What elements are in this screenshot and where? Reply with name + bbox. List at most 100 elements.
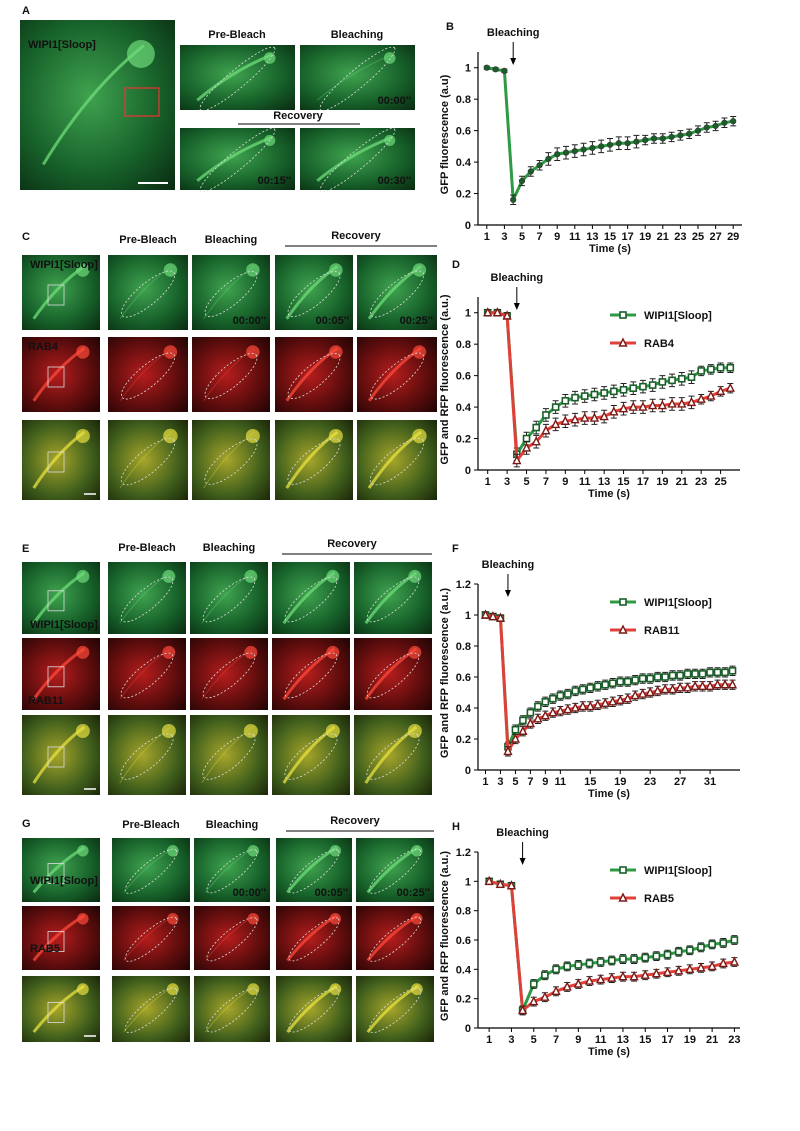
micrograph [300,45,415,110]
marker [682,682,693,692]
marker [574,961,583,969]
x-tick-label: 5 [512,776,518,788]
marker [677,374,686,383]
legend-marker [619,311,627,319]
marker [615,694,625,704]
marker [580,392,589,400]
marker [488,610,498,621]
x-tick-label: 13 [617,1034,629,1046]
annotation: Bleaching [496,827,549,839]
marker [540,710,551,720]
x-tick-label: 9 [554,231,560,243]
x-tick-label: 5 [523,476,529,488]
y-tick-label: 1 [465,63,471,75]
bleach-region [288,849,340,894]
marker [578,685,587,694]
column-header: Pre-Bleach [208,29,266,41]
cell-structure [76,345,90,359]
cell-structure [412,428,427,444]
bleach-region [120,733,174,780]
annotation-arrowhead [510,58,517,65]
marker [501,67,508,74]
marker [697,680,708,690]
roi-box [47,590,65,612]
panel-label: E [22,543,29,555]
y-axis-title: GFP and RFP fluorescence (a.u.) [439,588,451,758]
column-header: Pre-Bleach [118,542,176,554]
marker [607,972,617,982]
bleach-region [287,353,341,399]
marker [531,436,541,446]
marker [698,670,707,678]
marker [608,679,617,688]
roi-box [124,87,160,117]
row-label: WIPI1[Sloop] [30,259,98,271]
marker [708,940,716,949]
marker [727,679,738,689]
legend-marker [618,337,628,347]
bleach-region [284,733,338,780]
bleach-region [199,46,276,112]
x-tick-label: 15 [639,1034,651,1046]
roi-box [47,931,65,952]
timestamp: 00:00'' [233,887,267,899]
bleach-region [369,270,425,318]
marker [706,668,714,677]
y-tick-label: 0.4 [456,964,472,976]
row-label: RAB5 [30,943,60,955]
y-axis-title: GFP and RFP fluorescence (a.u.) [439,294,451,464]
marker [518,177,526,185]
marker [663,950,672,959]
x-tick-label: 29 [727,231,739,243]
marker [601,680,610,689]
x-tick-label: 13 [586,231,598,243]
marker [730,936,739,944]
x-tick-label: 17 [637,476,649,488]
x-tick-label: 1 [485,476,491,488]
marker [551,403,560,411]
cell-structure [161,723,176,739]
x-tick-label: 17 [661,1034,673,1046]
marker [658,378,667,386]
marker [542,411,550,419]
x-tick-label: 21 [706,1034,718,1046]
x-tick-label: 15 [584,776,596,788]
x-tick-label: 9 [562,476,568,488]
x-tick-label: 5 [519,231,525,243]
marker [629,384,638,393]
marker [642,136,649,144]
marker [686,130,693,137]
marker [573,978,583,988]
marker [585,700,595,711]
cell-structure [325,723,340,739]
annotation-arrowhead [519,858,526,865]
cell-structure [76,569,90,583]
row-label: RAB4 [28,341,59,353]
legend-label: RAB5 [644,893,674,905]
marker [551,985,561,996]
marker [564,690,572,698]
x-tick-label: 23 [644,776,656,788]
cell-structure [247,983,260,996]
x-tick-label: 23 [728,1034,740,1046]
x-tick-label: 21 [676,476,688,488]
bleach-region [319,46,396,112]
x-tick-label: 27 [709,231,721,243]
marker [536,162,543,169]
marker [686,946,694,955]
marker [483,64,490,71]
stain-label: WIPI1[Sloop] [28,39,96,51]
marker [562,149,570,156]
x-tick-label: 5 [531,1034,537,1046]
cell-structure [383,52,396,64]
marker [683,670,692,678]
marker [667,683,678,694]
legend-marker [619,866,627,874]
marker [674,947,683,956]
legend-label: RAB11 [644,625,679,637]
marker [706,390,716,400]
roi-box [47,746,65,768]
x-tick-label: 3 [497,776,503,788]
marker [718,957,728,968]
x-tick-label: 1 [484,231,490,243]
